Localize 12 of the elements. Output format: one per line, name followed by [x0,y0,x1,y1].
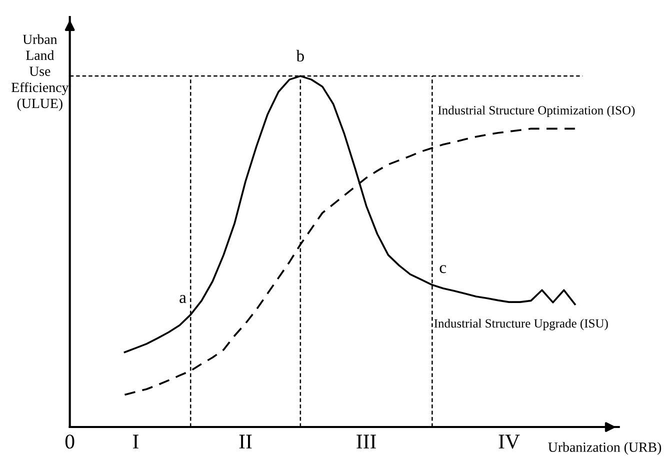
x-tick-label: I [132,434,138,448]
text: b [296,50,304,62]
x-tick-label: IV [498,434,520,449]
series-label: Industrial Structure Upgrade (ISU) [434,318,608,330]
x-tick-label: 0 [65,434,74,449]
annotation: c [440,265,446,274]
annotation: a [180,295,186,303]
y-axis-title: Urban Land Use Efficiency (ULUE) [12,34,69,111]
x-axis-title: Urbanization (URB) [548,442,662,455]
series-label: Industrial Structure Optimization (ISO) [438,106,635,118]
x-tick-label: III [356,434,376,448]
x-tick-label: II [239,434,252,448]
